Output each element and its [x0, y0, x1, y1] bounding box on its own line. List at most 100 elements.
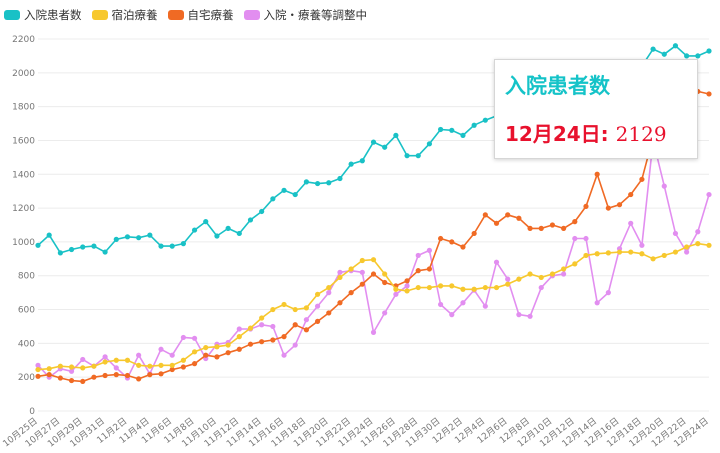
data-point[interactable] — [158, 371, 164, 377]
data-point[interactable] — [672, 43, 679, 49]
data-point[interactable] — [695, 53, 701, 59]
data-point[interactable] — [292, 191, 298, 198]
data-point[interactable] — [203, 219, 209, 225]
data-point[interactable] — [259, 322, 265, 328]
data-point[interactable] — [628, 220, 634, 226]
data-point[interactable] — [236, 230, 242, 237]
data-point[interactable] — [326, 290, 332, 296]
data-point[interactable] — [326, 284, 332, 291]
data-point[interactable] — [527, 271, 533, 277]
data-point[interactable] — [482, 212, 488, 218]
data-point[interactable] — [382, 271, 388, 277]
data-point[interactable] — [68, 364, 75, 370]
data-point[interactable] — [605, 250, 611, 256]
data-point[interactable] — [57, 375, 63, 381]
data-point[interactable] — [68, 246, 75, 253]
data-point[interactable] — [102, 354, 108, 360]
data-point[interactable] — [348, 290, 354, 296]
data-point[interactable] — [326, 180, 332, 186]
data-point[interactable] — [415, 252, 421, 259]
data-point[interactable] — [80, 244, 86, 250]
data-point[interactable] — [214, 233, 220, 239]
data-point[interactable] — [102, 372, 108, 379]
data-point[interactable] — [382, 279, 388, 286]
data-point[interactable] — [191, 361, 198, 367]
data-point[interactable] — [270, 306, 276, 313]
data-point[interactable] — [359, 158, 365, 164]
data-point[interactable] — [695, 241, 701, 247]
data-point[interactable] — [236, 346, 242, 352]
data-point[interactable] — [583, 203, 589, 209]
data-point[interactable] — [91, 374, 97, 380]
data-point[interactable] — [493, 259, 500, 265]
data-point[interactable] — [661, 252, 667, 259]
data-point[interactable] — [415, 268, 421, 274]
data-point[interactable] — [382, 144, 388, 150]
data-point[interactable] — [572, 235, 578, 242]
data-point[interactable] — [259, 208, 265, 215]
data-point[interactable] — [169, 366, 175, 373]
data-point[interactable] — [147, 232, 153, 238]
legend-item[interactable]: 入院・療養等調整中 — [243, 7, 367, 23]
data-point[interactable] — [337, 175, 343, 182]
data-point[interactable] — [460, 244, 466, 250]
data-point[interactable] — [281, 301, 287, 308]
data-point[interactable] — [460, 132, 466, 138]
data-point[interactable] — [426, 266, 433, 272]
data-point[interactable] — [594, 251, 600, 257]
data-point[interactable] — [449, 239, 455, 245]
data-point[interactable] — [684, 53, 690, 59]
data-point[interactable] — [136, 235, 142, 241]
data-point[interactable] — [292, 342, 298, 348]
legend-item[interactable]: 入院患者数 — [4, 7, 82, 23]
data-point[interactable] — [247, 217, 254, 223]
data-point[interactable] — [672, 230, 679, 237]
data-point[interactable] — [113, 357, 119, 363]
data-point[interactable] — [583, 235, 589, 242]
data-point[interactable] — [124, 234, 131, 240]
data-point[interactable] — [438, 235, 444, 242]
data-point[interactable] — [191, 227, 198, 233]
data-point[interactable] — [695, 229, 701, 235]
data-point[interactable] — [572, 219, 578, 225]
data-point[interactable] — [493, 220, 500, 226]
data-point[interactable] — [438, 126, 444, 133]
data-point[interactable] — [191, 335, 198, 341]
data-point[interactable] — [482, 303, 488, 309]
data-point[interactable] — [203, 352, 209, 358]
data-point[interactable] — [169, 243, 175, 249]
data-point[interactable] — [247, 325, 254, 331]
data-point[interactable] — [684, 244, 690, 250]
data-point[interactable] — [471, 286, 477, 292]
data-point[interactable] — [471, 122, 477, 128]
data-point[interactable] — [247, 341, 254, 347]
data-point[interactable] — [314, 291, 321, 297]
data-point[interactable] — [616, 249, 623, 255]
data-point[interactable] — [46, 232, 52, 238]
data-point[interactable] — [292, 322, 298, 328]
data-point[interactable] — [628, 191, 634, 198]
data-point[interactable] — [180, 334, 186, 341]
data-point[interactable] — [639, 176, 645, 182]
data-point[interactable] — [616, 202, 623, 208]
data-point[interactable] — [326, 310, 332, 316]
data-point[interactable] — [113, 365, 119, 371]
data-point[interactable] — [370, 271, 377, 277]
data-point[interactable] — [169, 352, 175, 358]
data-point[interactable] — [113, 372, 119, 378]
data-point[interactable] — [314, 180, 321, 187]
data-point[interactable] — [359, 281, 365, 287]
data-point[interactable] — [91, 243, 97, 249]
data-point[interactable] — [281, 352, 287, 358]
legend-item[interactable]: 自宅療養 — [167, 7, 234, 23]
data-point[interactable] — [57, 250, 63, 256]
data-point[interactable] — [303, 317, 309, 323]
data-point[interactable] — [303, 179, 309, 185]
data-point[interactable] — [348, 266, 354, 272]
data-point[interactable] — [270, 323, 276, 330]
data-point[interactable] — [68, 377, 75, 384]
data-point[interactable] — [561, 271, 567, 277]
data-point[interactable] — [46, 372, 52, 378]
data-point[interactable] — [80, 365, 86, 371]
data-point[interactable] — [303, 327, 309, 333]
